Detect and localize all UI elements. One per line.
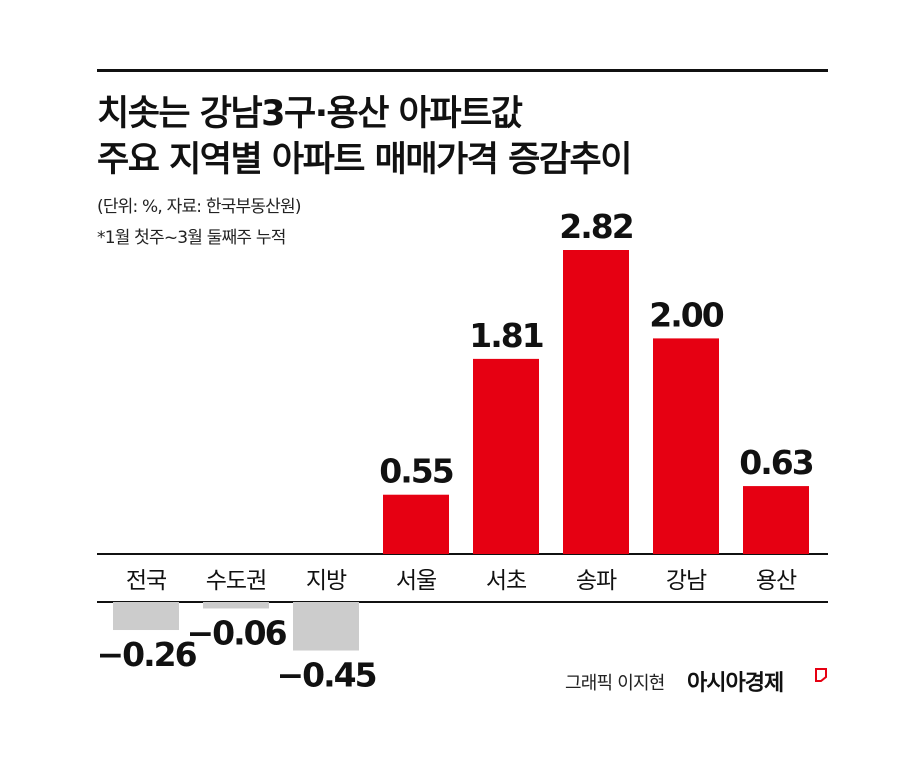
bar — [113, 602, 179, 631]
chart-subtitle: 주요 지역별 아파트 매매가격 증감추이 — [97, 140, 632, 180]
brand-logo: 아시아경제 — [687, 671, 784, 696]
unit-note: (단위: %, 자료: 한국부동산원) — [97, 197, 302, 217]
category-label: 지방 — [306, 568, 347, 594]
bar — [563, 250, 629, 554]
value-label: 0.55 — [379, 452, 452, 491]
value-label: −0.45 — [276, 656, 375, 695]
value-label: 0.63 — [739, 443, 812, 482]
category-label: 수도권 — [206, 568, 266, 594]
value-label: 2.00 — [649, 295, 723, 334]
top-rule — [97, 69, 828, 72]
category-label: 용산 — [756, 568, 797, 594]
category-label: 송파 — [576, 568, 617, 594]
bar — [293, 602, 359, 651]
bar — [383, 494, 449, 554]
bar — [203, 602, 269, 609]
category-label: 서초 — [486, 568, 526, 594]
graphic-credit: 그래픽 이지현 — [565, 673, 665, 694]
bar — [653, 338, 719, 554]
bar — [743, 486, 809, 554]
category-label: 서울 — [396, 568, 436, 594]
category-label: 강남 — [666, 568, 707, 594]
bar — [473, 358, 539, 554]
brand-mark-icon — [815, 668, 827, 682]
value-label: 1.81 — [469, 316, 542, 355]
value-label: −0.26 — [96, 635, 196, 674]
value-label: 2.82 — [559, 207, 632, 246]
category-label: 전국 — [126, 568, 166, 594]
period-note: *1월 첫주~3월 둘째주 누적 — [97, 228, 286, 248]
chart-title: 치솟는 강남3구·용산 아파트값 — [97, 94, 523, 134]
value-label: −0.06 — [186, 613, 286, 652]
